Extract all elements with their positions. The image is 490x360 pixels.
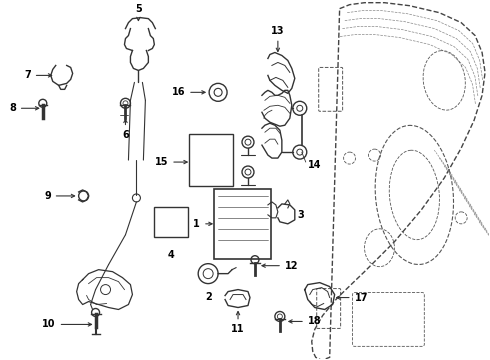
Text: 9: 9 bbox=[44, 191, 74, 201]
Text: 6: 6 bbox=[122, 119, 129, 140]
Text: 12: 12 bbox=[262, 261, 298, 271]
Text: 13: 13 bbox=[271, 26, 285, 51]
Text: 16: 16 bbox=[172, 87, 205, 97]
Text: 17: 17 bbox=[337, 293, 368, 302]
Text: 8: 8 bbox=[9, 103, 39, 113]
Text: 2: 2 bbox=[205, 292, 212, 302]
Text: 11: 11 bbox=[231, 311, 245, 334]
Text: 15: 15 bbox=[155, 157, 187, 167]
Text: 14: 14 bbox=[308, 160, 321, 170]
Text: 5: 5 bbox=[135, 4, 142, 21]
Text: 7: 7 bbox=[24, 71, 52, 80]
Text: 4: 4 bbox=[168, 250, 174, 260]
Text: 1: 1 bbox=[194, 219, 212, 229]
Text: 18: 18 bbox=[289, 316, 321, 327]
Text: 10: 10 bbox=[42, 319, 92, 329]
Text: 3: 3 bbox=[298, 210, 305, 220]
